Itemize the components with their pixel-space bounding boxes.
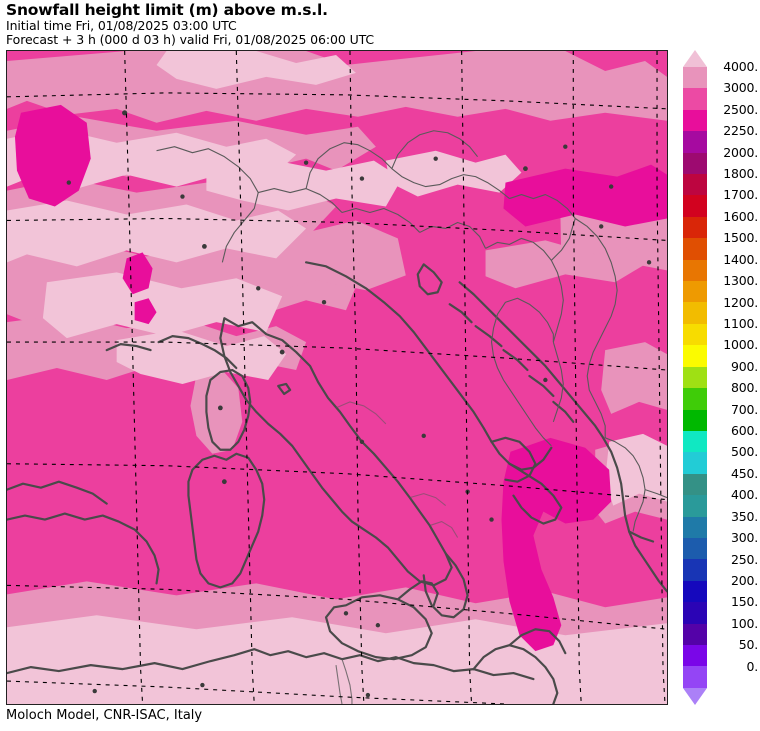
colorbar-band: [683, 623, 707, 645]
meridian-line: [656, 51, 666, 704]
colorbar-band: [683, 109, 707, 132]
colorbar-band: [683, 152, 707, 175]
colorbar-band: [683, 366, 707, 389]
colorbar-band: [683, 388, 707, 410]
forecast-time-label: Forecast + 3 h (000 d 03 h) valid Fri, 0…: [6, 32, 375, 47]
colorbar-band: [683, 559, 707, 581]
colorbar-band: [683, 580, 707, 603]
colorbar-band: [683, 473, 707, 496]
initial-time-label: Initial time Fri, 01/08/2025 03:00 UTC: [6, 18, 237, 33]
graticule: [7, 51, 667, 704]
colorbar-tick-labels: 4000. 3000. 2500. 2250. 2000. 1800. 1700. 1600.…: [712, 50, 760, 705]
colorbar-tick-label: 1000.: [723, 337, 758, 353]
colorbar-tick-label: 2000.: [723, 144, 758, 160]
attribution-label: Moloch Model, CNR-ISAC, Italy: [6, 708, 203, 723]
colorbar-band: [683, 666, 707, 688]
colorbar-band: [683, 238, 707, 260]
colorbar-band: [683, 495, 707, 517]
colorbar-band: [683, 323, 707, 346]
colorbar-tick-label: 200.: [730, 572, 758, 588]
colorbar-tick-label: 3000.: [723, 80, 758, 96]
colorbar-band: [683, 302, 707, 324]
field-band-2250-2500: [14, 104, 667, 652]
colorbar-band: [683, 644, 707, 667]
coastlines: [7, 261, 667, 704]
colorbar-tick-label: 1800.: [723, 166, 758, 182]
colorbar-band: [683, 430, 707, 453]
colorbar-tick-label: 900.: [730, 358, 758, 374]
colorbar-band: [683, 195, 707, 217]
colorbar-tick-label: 1400.: [723, 251, 758, 267]
colorbar-tick-label: 1600.: [723, 208, 758, 224]
meridian-line: [461, 51, 473, 704]
colorbar-band: [683, 174, 707, 196]
page-title: Snowfall height limit (m) above m.s.l.: [6, 1, 328, 19]
colorbar-under-arrow-icon: [683, 688, 707, 705]
colorbar-tick-label: 250.: [730, 551, 758, 567]
colorbar-band: [683, 259, 707, 282]
colorbar-tick-label: 1300.: [723, 273, 758, 289]
colorbar-tick-label: 350.: [730, 508, 758, 524]
colorbar-tick-label: 150.: [730, 594, 758, 610]
colorbar-band: [683, 345, 707, 367]
meridian-line: [572, 51, 582, 704]
colorbar-band: [683, 409, 707, 431]
colorbar-tick-label: 500.: [730, 444, 758, 460]
snowfall-height-contour-map: [7, 51, 667, 704]
colorbar-tick-label: 300.: [730, 530, 758, 546]
colorbar: [683, 50, 707, 705]
colorbar-band: [683, 281, 707, 303]
map-header: Snowfall height limit (m) above m.s.l. I…: [6, 2, 706, 47]
meridian-line: [124, 51, 144, 704]
colorbar-band: [683, 537, 707, 560]
weather-map-panel[interactable]: [6, 50, 668, 705]
meridian-line: [235, 51, 255, 704]
meridian-line: [349, 51, 365, 704]
colorbar-tick-label: 400.: [730, 487, 758, 503]
colorbar-tick-label: 1500.: [723, 230, 758, 246]
colorbar-tick-label: 1700.: [723, 187, 758, 203]
colorbar-bands: [683, 67, 707, 688]
colorbar-band: [683, 88, 707, 110]
colorbar-band: [683, 131, 707, 153]
colorbar-tick-label: 1200.: [723, 294, 758, 310]
colorbar-tick-label: 4000.: [723, 59, 758, 74]
colorbar-tick-label: 800.: [730, 380, 758, 396]
colorbar-tick-label: 2250.: [723, 123, 758, 139]
colorbar-tick-label: 0.: [746, 658, 758, 674]
colorbar-tick-label: 1100.: [723, 315, 758, 331]
colorbar-band: [683, 216, 707, 239]
colorbar-tick-label: 450.: [730, 465, 758, 481]
colorbar-band: [683, 602, 707, 624]
colorbar-band: [683, 452, 707, 474]
colorbar-band: [683, 67, 707, 89]
colorbar-tick-label: 700.: [730, 401, 758, 417]
colorbar-over-arrow-icon: [683, 50, 707, 67]
colorbar-tick-label: 100.: [730, 615, 758, 631]
colorbar-band: [683, 516, 707, 538]
colorbar-tick-label: 600.: [730, 423, 758, 439]
colorbar-tick-label: 2500.: [723, 101, 758, 117]
country-borders: [156, 130, 667, 704]
colorbar-tick-label: 50.: [738, 637, 758, 653]
